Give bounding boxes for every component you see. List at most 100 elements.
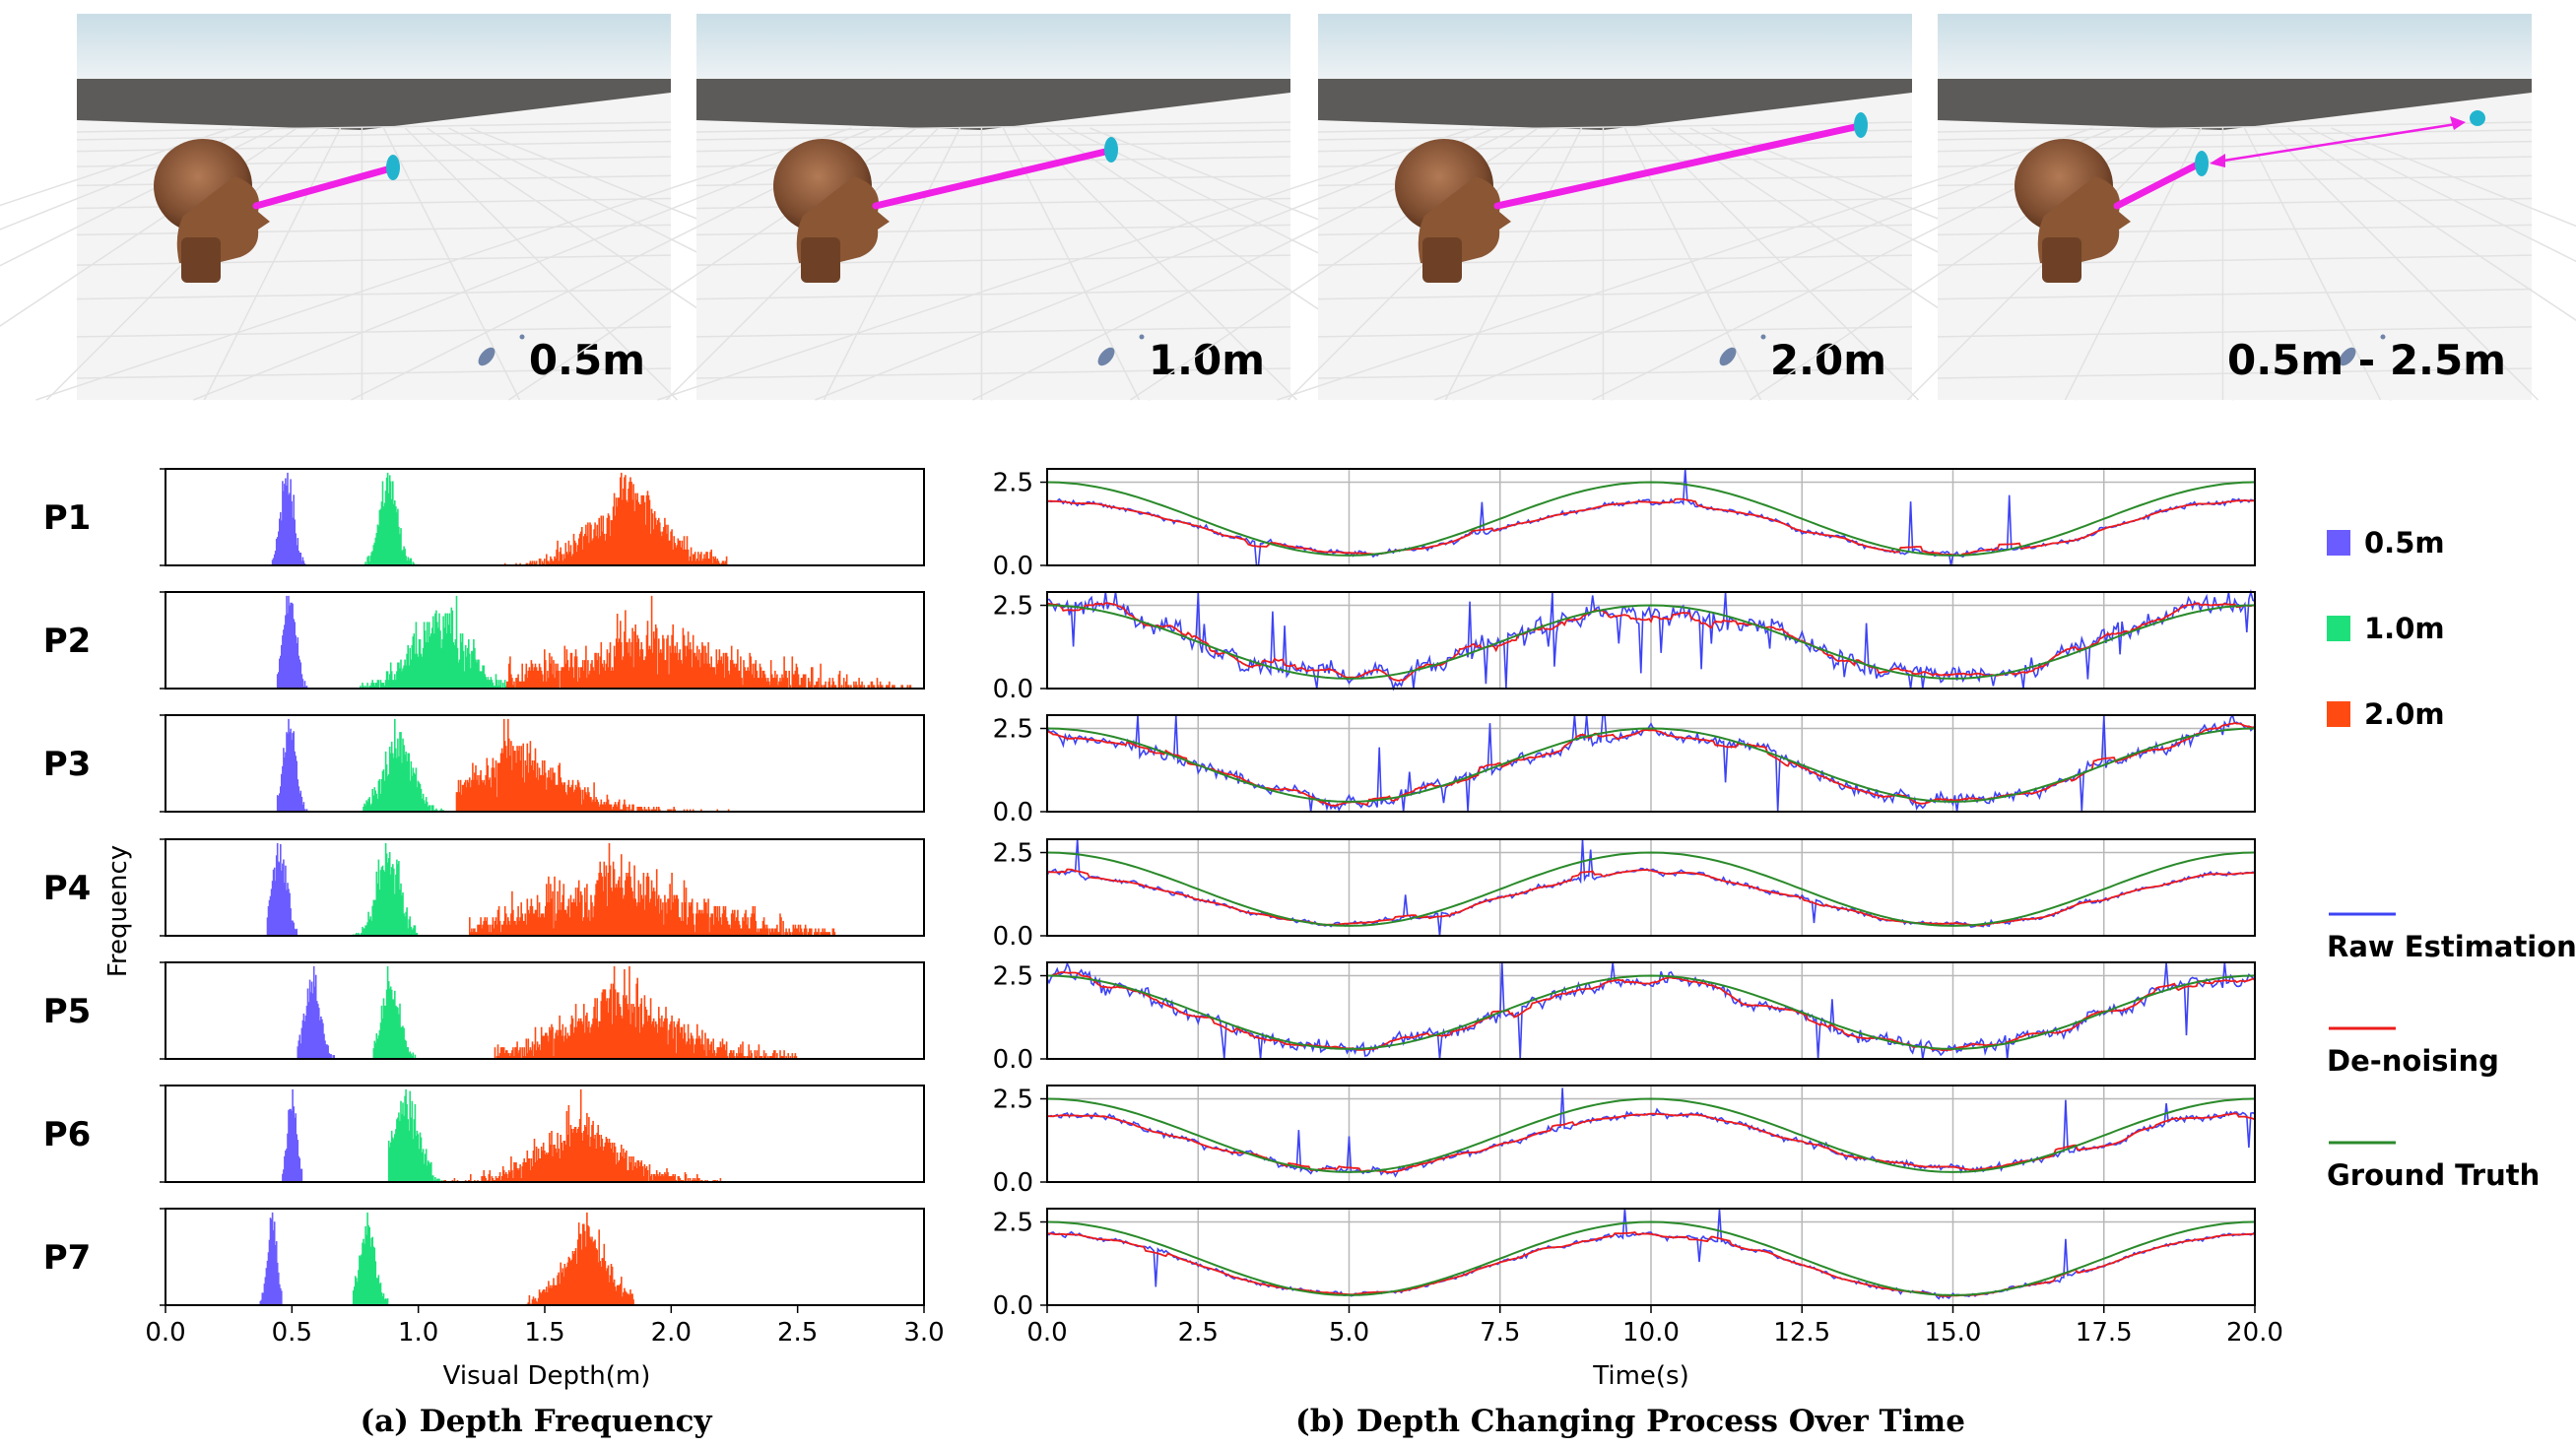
histogram-bar <box>614 802 617 812</box>
histogram-bar <box>663 1020 665 1059</box>
denoising-line <box>1046 971 2256 1052</box>
histogram-bar <box>400 528 402 565</box>
histogram-bar <box>552 1026 554 1059</box>
histogram-bar <box>397 864 399 936</box>
histogram-bar <box>646 491 649 565</box>
histogram-bar <box>657 674 659 689</box>
histogram-bar <box>420 1137 423 1182</box>
x-tick-label: 17.5 <box>2076 1318 2133 1348</box>
histogram-bar <box>617 880 620 936</box>
histogram-bar <box>409 647 411 689</box>
histogram-bar <box>278 531 280 565</box>
histogram-bar <box>632 804 634 812</box>
histogram-bar <box>385 764 388 812</box>
histogram-bar <box>631 499 633 565</box>
histogram-bar <box>615 1015 618 1059</box>
histogram-bar <box>373 787 376 812</box>
histogram-bar <box>676 1023 679 1059</box>
histogram-bar <box>381 1018 384 1059</box>
histogram-bar <box>785 670 787 689</box>
histogram-bar <box>662 1026 664 1059</box>
histogram-bar <box>582 1223 584 1305</box>
histogram-bar <box>285 1151 287 1182</box>
histogram-bar <box>710 1041 712 1059</box>
histogram-bar <box>522 920 524 936</box>
histogram-bar <box>607 667 610 689</box>
histogram-bar <box>654 624 657 689</box>
histogram-bar <box>663 638 665 689</box>
histogram-bar <box>364 561 366 565</box>
histogram-bar <box>603 533 606 565</box>
histogram-bar <box>366 683 368 689</box>
histogram-bar <box>460 794 463 812</box>
histogram-bar <box>616 807 619 812</box>
histogram-bar <box>540 1293 543 1305</box>
histogram-bar <box>662 634 664 689</box>
histogram-bar <box>630 1293 632 1305</box>
histogram-bar <box>845 674 848 689</box>
histogram-bar <box>811 928 813 936</box>
histogram-bar <box>737 649 739 689</box>
histogram-bar <box>554 772 556 812</box>
histogram-bar <box>284 625 286 689</box>
histogram-bar <box>479 924 481 936</box>
histogram-bar <box>634 493 636 565</box>
histogram-bar <box>534 1162 537 1182</box>
histogram-bar <box>666 533 668 565</box>
histogram-bar <box>579 890 582 936</box>
histogram-bar <box>675 1053 677 1059</box>
histogram-bar <box>622 1156 624 1182</box>
histogram-bar <box>407 753 409 812</box>
histogram-bar <box>661 1174 663 1182</box>
histogram-bar <box>657 1174 659 1182</box>
histogram-bar <box>380 779 383 812</box>
histogram-bar <box>719 1178 722 1182</box>
histogram-bar <box>737 1056 739 1059</box>
histogram-bar <box>678 540 681 565</box>
histogram-bar <box>478 784 480 812</box>
histogram-bar <box>577 1127 580 1182</box>
histogram-bar <box>756 932 759 936</box>
histogram-bar <box>726 1056 729 1059</box>
histogram-bar <box>406 653 408 689</box>
histogram-bar <box>568 1258 571 1305</box>
histogram-bar <box>707 1038 709 1059</box>
histogram-bar <box>791 1053 794 1059</box>
histogram-bar <box>545 1032 547 1059</box>
histogram-bar <box>637 1007 640 1059</box>
histogram-bar <box>474 772 476 812</box>
histogram-bar <box>409 916 411 936</box>
histogram-bar <box>625 475 627 565</box>
histogram-bar <box>832 681 835 689</box>
histogram-bar <box>532 1056 535 1059</box>
histogram-bar <box>503 680 506 689</box>
histogram-bar <box>613 645 616 689</box>
histogram-bar <box>786 678 788 689</box>
histogram-bar <box>571 667 574 689</box>
histogram-bar <box>418 782 421 812</box>
histogram-bar <box>394 674 396 689</box>
histogram-bar <box>289 1108 291 1182</box>
histogram-bar <box>807 678 810 689</box>
histogram-bar <box>722 905 725 936</box>
histogram-bar <box>744 913 746 936</box>
histogram-bar <box>300 674 303 689</box>
histogram-bar <box>708 932 710 936</box>
histogram-bar <box>369 1246 371 1305</box>
histogram-bar <box>825 681 826 689</box>
histogram-bar <box>540 670 543 689</box>
histogram-bar <box>566 660 569 689</box>
histogram-bar <box>269 895 272 936</box>
histogram-bar <box>563 1035 566 1059</box>
histogram-bar <box>650 809 653 812</box>
histogram-bar <box>689 1044 692 1059</box>
histogram-bar <box>389 1142 392 1182</box>
histogram-bar <box>710 913 712 936</box>
histogram-bar <box>804 924 807 936</box>
timeseries-panel: 0.02.5 <box>993 1085 2256 1198</box>
histogram-bar <box>596 799 598 812</box>
histogram-bar <box>539 1158 542 1182</box>
histogram-ylabel: Frequency <box>103 845 133 977</box>
histogram-bar <box>508 663 510 689</box>
histogram-bar <box>775 928 777 936</box>
